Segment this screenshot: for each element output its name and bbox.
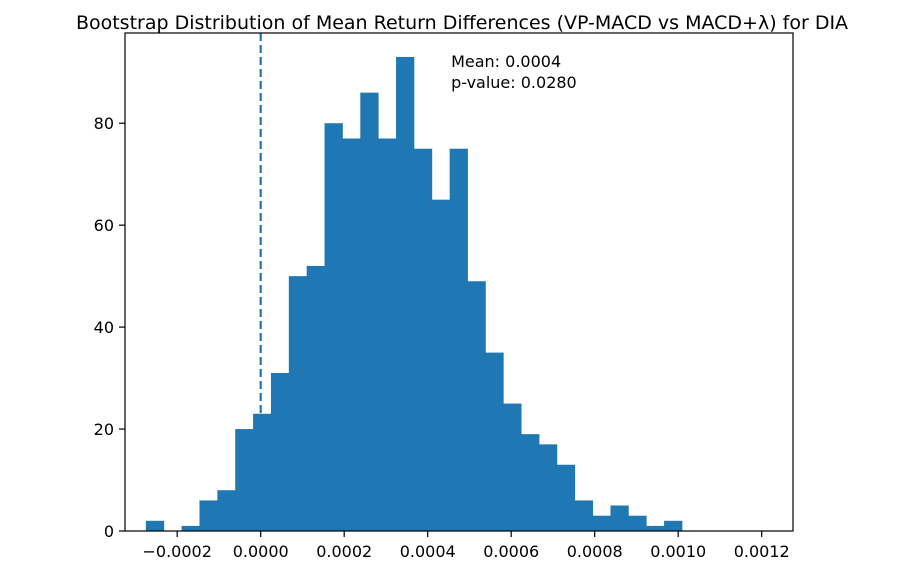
histogram-bar <box>217 490 236 531</box>
histogram-bar <box>253 413 272 531</box>
y-tick-label: 0 <box>104 522 114 541</box>
histogram-bar <box>521 434 540 531</box>
histogram-bar <box>664 520 683 531</box>
histogram-bar <box>574 500 593 531</box>
histogram-bar <box>538 444 558 531</box>
histogram-bar <box>342 138 361 531</box>
x-tick-label: 0.0010 <box>650 542 706 561</box>
stats-annotation: Mean: 0.0004 p-value: 0.0280 <box>451 52 577 92</box>
x-tick-label: −0.0002 <box>142 542 211 561</box>
histogram-bar <box>270 372 290 531</box>
x-tick-label: 0.0006 <box>483 542 539 561</box>
y-tick-label: 40 <box>94 318 114 337</box>
histogram-bar <box>288 276 308 531</box>
histogram-bar <box>646 525 665 531</box>
histogram-bar <box>360 92 379 531</box>
mean-annotation: Mean: 0.0004 <box>451 52 561 71</box>
x-tick-label: 0.0002 <box>316 542 372 561</box>
axes-frame <box>124 32 794 532</box>
histogram-bar <box>145 520 165 531</box>
histogram-bar <box>431 199 451 531</box>
histogram-bar <box>324 123 343 531</box>
histogram-bar <box>449 148 468 531</box>
chart-title: Bootstrap Distribution of Mean Return Di… <box>76 12 848 34</box>
y-tick-label: 60 <box>94 216 114 235</box>
histogram-bar <box>485 352 504 531</box>
histogram-bar <box>610 505 629 531</box>
pvalue-annotation: p-value: 0.0280 <box>451 73 577 92</box>
histogram-bar <box>181 525 200 531</box>
histogram-bar <box>306 265 325 531</box>
histogram-bar <box>467 281 486 531</box>
histogram-bars <box>145 56 683 532</box>
x-tick-label: 0.0012 <box>734 542 790 561</box>
histogram-bar <box>592 515 611 531</box>
histogram-bar <box>378 138 397 531</box>
histogram-bar <box>396 56 415 532</box>
x-tick-label: 0.0004 <box>400 542 456 561</box>
histogram-bar <box>413 148 433 531</box>
x-axis: −0.0002 0.0000 0.0002 0.0004 0.0006 0.0008 0.0… <box>142 531 790 561</box>
histogram-bar <box>235 429 254 531</box>
histogram-bar <box>556 464 576 531</box>
y-axis: 0 20 40 60 80 <box>94 114 125 541</box>
histogram-bar <box>503 403 522 531</box>
histogram-bar <box>199 500 218 531</box>
y-tick-label: 20 <box>94 420 114 439</box>
x-tick-label: 0.0000 <box>233 542 289 561</box>
histogram-bar <box>628 515 647 531</box>
x-tick-label: 0.0008 <box>567 542 623 561</box>
y-tick-label: 80 <box>94 114 114 133</box>
